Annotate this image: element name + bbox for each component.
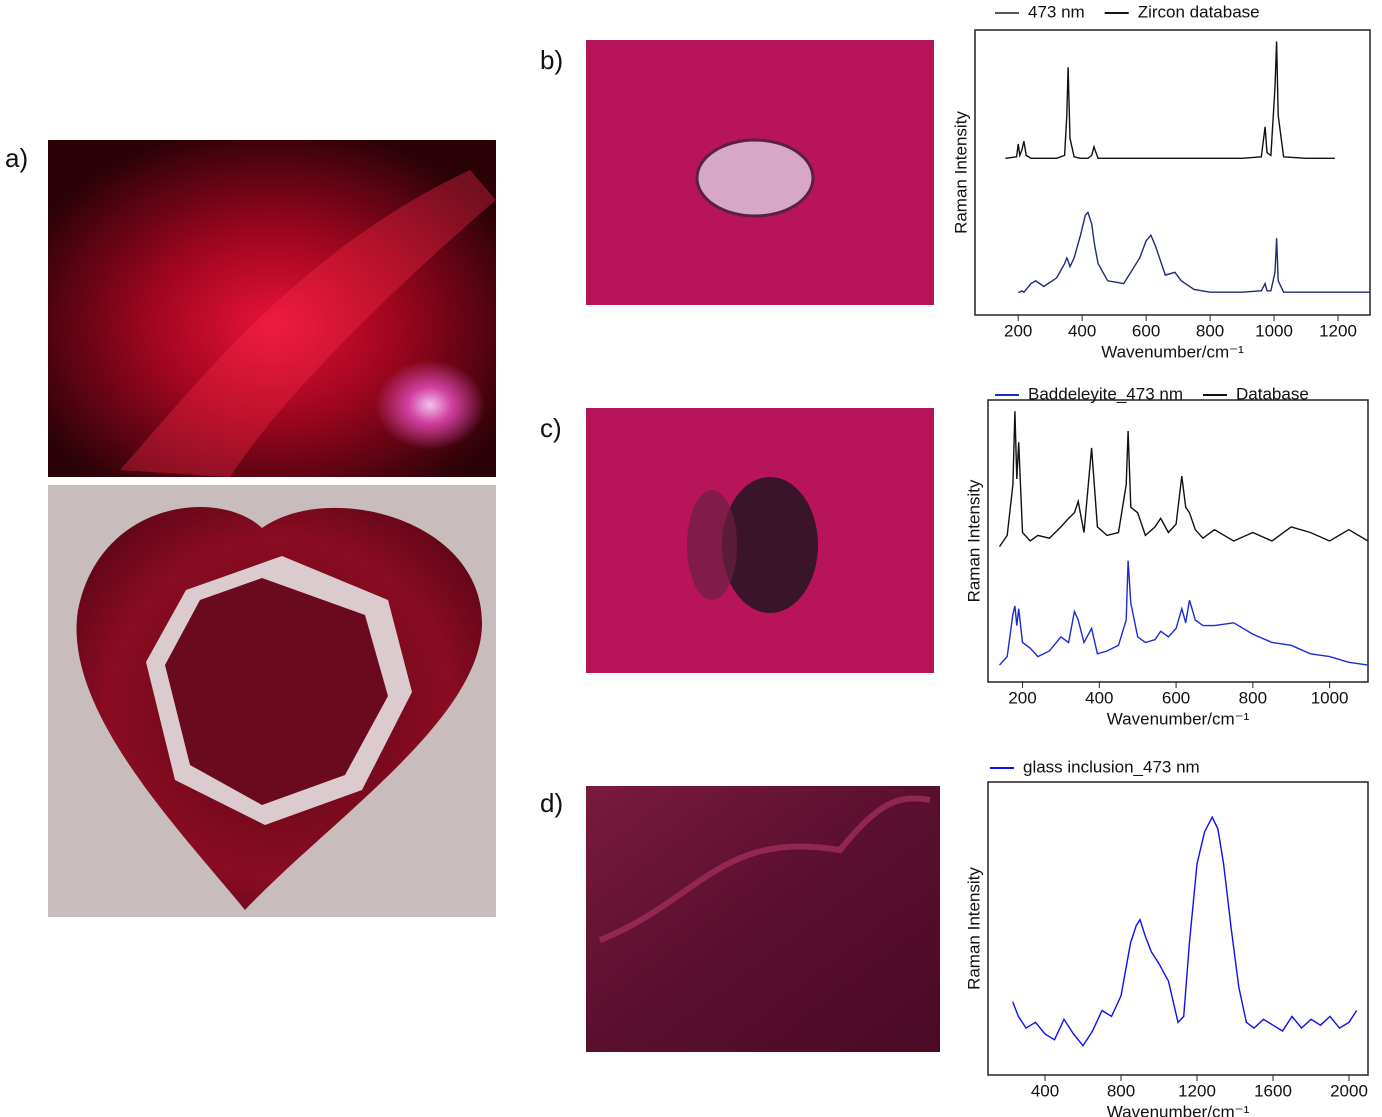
x-axis-label: Wavenumber/cm⁻¹ xyxy=(1101,342,1244,361)
legend-label: Baddeleyite_473 nm xyxy=(1028,384,1183,403)
x-tick-label: 200 xyxy=(1008,688,1036,707)
photo-streak xyxy=(120,170,496,477)
x-tick-label: 1000 xyxy=(1255,321,1293,340)
panel-label: c) xyxy=(540,413,562,443)
x-tick-label: 1000 xyxy=(1311,688,1349,707)
gem-table xyxy=(165,578,388,805)
baddeleyite-inclusion xyxy=(722,477,818,613)
y-axis-label: Raman Intensity xyxy=(964,479,983,602)
zircon-inclusion xyxy=(695,138,815,218)
x-tick-label: 800 xyxy=(1107,1081,1135,1100)
x-tick-label: 800 xyxy=(1196,321,1224,340)
x-tick-label: 1200 xyxy=(1319,321,1357,340)
y-axis-label: Raman Intensity xyxy=(951,111,970,234)
x-tick-label: 1200 xyxy=(1178,1081,1216,1100)
baddeleyite-halo xyxy=(687,490,737,600)
x-tick-label: 400 xyxy=(1068,321,1096,340)
x-tick-label: 600 xyxy=(1132,321,1160,340)
legend-label: 473 nm xyxy=(1028,2,1085,21)
glass-swirl xyxy=(598,795,931,943)
plot-frame xyxy=(987,781,1369,1076)
x-axis-label: Wavenumber/cm⁻¹ xyxy=(1107,1102,1250,1117)
legend-label: Database xyxy=(1236,384,1309,403)
spectrum-line xyxy=(998,411,1369,547)
spectrum-line xyxy=(1012,815,1358,1047)
panel-label: b) xyxy=(540,45,563,75)
x-axis-label: Wavenumber/cm⁻¹ xyxy=(1107,709,1250,728)
plot-frame xyxy=(974,29,1371,316)
x-tick-label: 800 xyxy=(1239,688,1267,707)
x-tick-label: 2000 xyxy=(1330,1081,1368,1100)
x-tick-label: 200 xyxy=(1004,321,1032,340)
x-tick-label: 600 xyxy=(1162,688,1190,707)
panel-label: a) xyxy=(5,143,28,173)
legend-label: glass inclusion_473 nm xyxy=(1023,757,1200,776)
panel-label: d) xyxy=(540,788,563,818)
x-tick-label: 400 xyxy=(1085,688,1113,707)
spectrum-line xyxy=(1005,41,1335,159)
x-tick-label: 400 xyxy=(1031,1081,1059,1100)
x-tick-label: 1600 xyxy=(1254,1081,1292,1100)
plot-frame xyxy=(987,399,1369,683)
y-axis-label: Raman Intensity xyxy=(964,867,983,990)
spectrum-line xyxy=(998,560,1369,666)
spectrum-line xyxy=(1018,211,1370,294)
photo-spot xyxy=(375,360,485,450)
legend-label: Zircon database xyxy=(1138,2,1260,21)
